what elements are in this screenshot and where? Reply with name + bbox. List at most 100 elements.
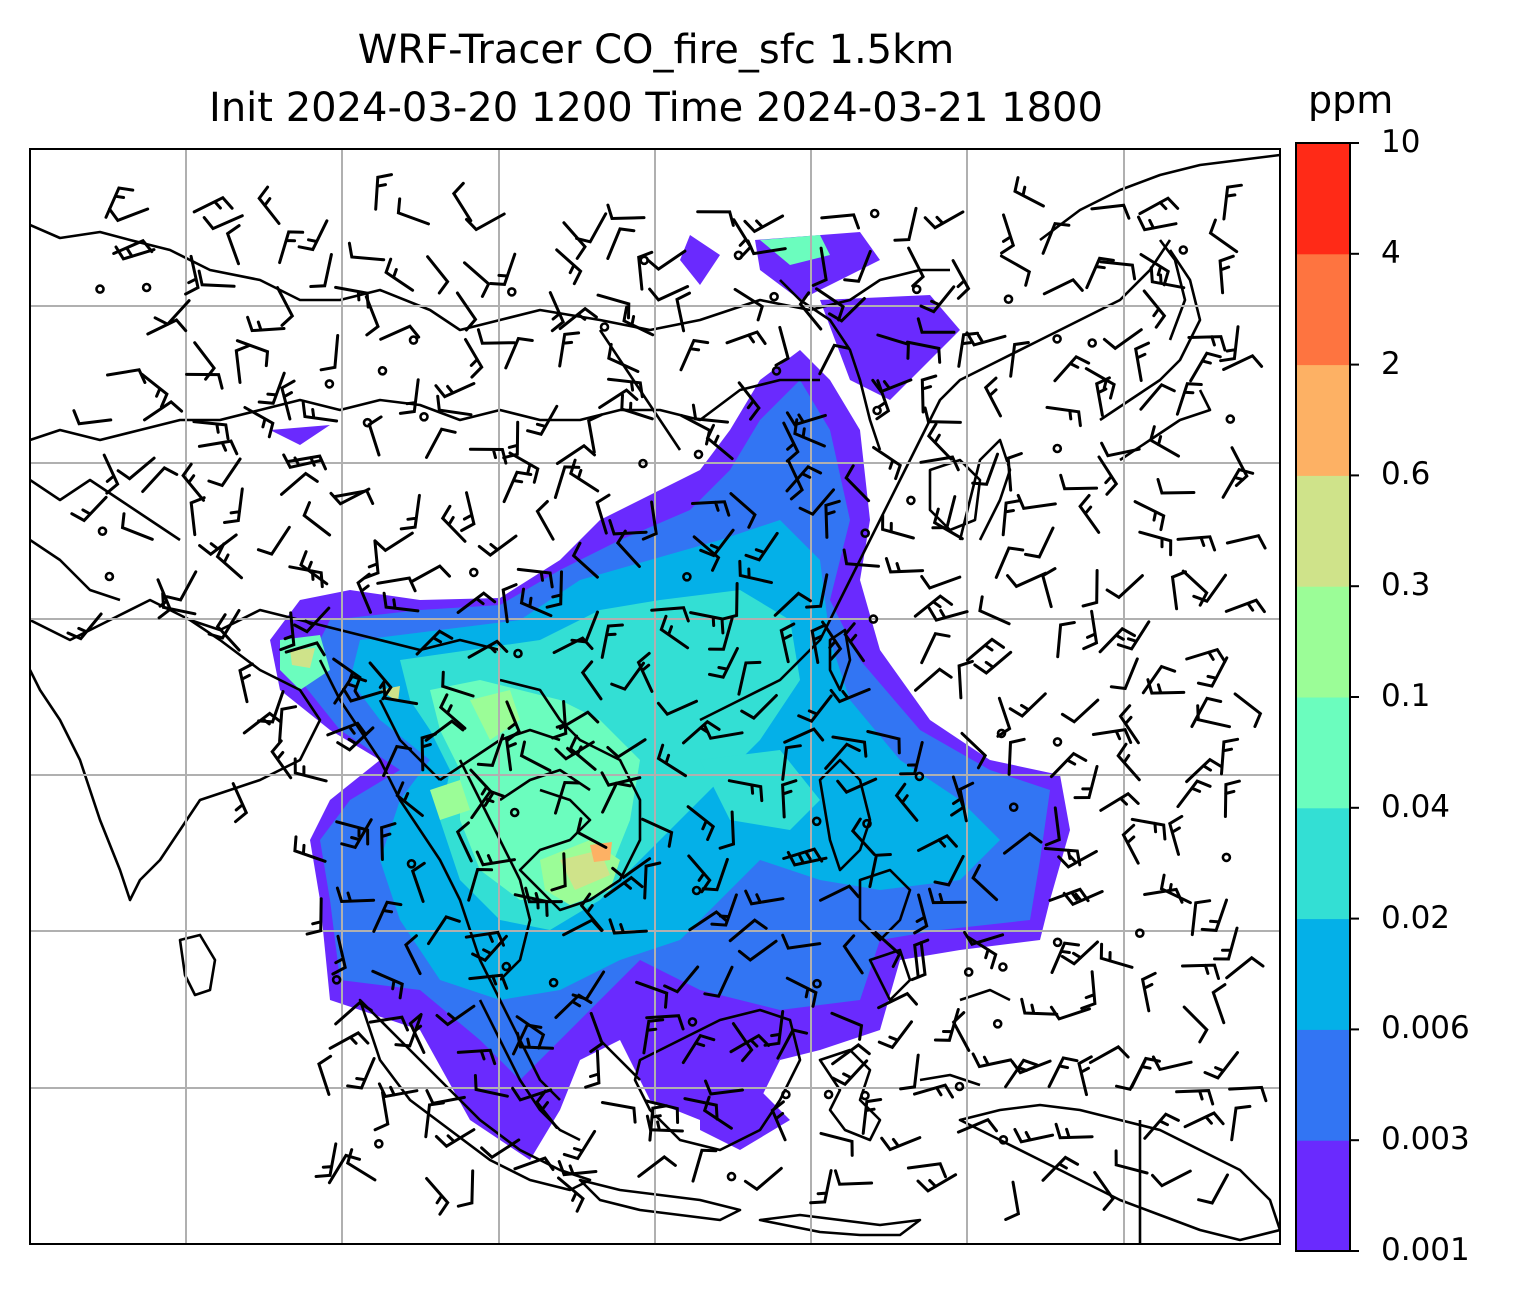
wind-barb — [1233, 692, 1263, 728]
wind-barb — [246, 315, 286, 333]
colorbar-segment — [1296, 1029, 1350, 1141]
wind-barb — [913, 938, 930, 979]
wind-barb — [1130, 1056, 1161, 1089]
wind-barb — [637, 250, 654, 291]
wind-barb — [844, 464, 871, 503]
wind-barb — [293, 757, 328, 783]
wind-barb — [504, 336, 534, 370]
wind-barb — [1041, 567, 1057, 609]
wind-barb — [776, 1028, 809, 1060]
wind-barb — [821, 620, 843, 661]
wind-barb — [656, 743, 687, 778]
wind-barb — [659, 614, 690, 650]
wind-barb-calm — [954, 1081, 965, 1092]
wind-barb-calm — [769, 291, 779, 302]
wind-barb — [1148, 425, 1180, 458]
wind-barb — [456, 1169, 475, 1208]
wind-barb-calm — [872, 405, 882, 416]
wind-barb — [371, 969, 404, 1000]
wind-barb-calm — [1052, 937, 1063, 948]
wind-barb — [636, 651, 654, 693]
wind-barb — [373, 531, 414, 553]
wind-barb-calm — [726, 1171, 737, 1182]
wind-barb — [958, 781, 975, 823]
wind-barb — [516, 567, 554, 589]
wind-barb — [727, 779, 764, 803]
wind-barb — [960, 731, 988, 770]
wind-barb — [519, 740, 552, 772]
wind-barb — [877, 1020, 913, 1050]
wind-barb — [558, 710, 600, 730]
wind-barb — [334, 1000, 373, 1026]
wind-barb — [743, 214, 785, 234]
wind-barb — [562, 221, 587, 260]
wind-barb — [809, 1169, 833, 1205]
wind-barb — [580, 660, 603, 701]
wind-barb — [426, 255, 450, 295]
wind-barb — [1006, 571, 1048, 589]
wind-barb — [476, 328, 516, 345]
wind-barb — [1105, 574, 1144, 600]
wind-barb — [1090, 203, 1131, 220]
wind-barb — [305, 897, 323, 936]
wind-barb — [395, 781, 424, 817]
wind-barb — [189, 496, 206, 537]
wind-barb — [906, 1162, 947, 1179]
wind-barb — [299, 550, 329, 586]
wind-barb — [382, 591, 420, 613]
wind-barb — [872, 446, 902, 481]
wind-barb-calm — [406, 858, 417, 869]
wind-barb — [335, 820, 370, 846]
wind-barb — [202, 214, 244, 231]
wind-barb-calm — [998, 962, 1008, 972]
wind-barb — [1175, 382, 1203, 416]
wind-barb — [923, 406, 962, 424]
wind-barb — [787, 459, 804, 501]
coastline — [578, 1178, 742, 1222]
wind-barb — [996, 696, 1012, 738]
coastline — [1158, 239, 1187, 341]
wind-barb — [1211, 983, 1227, 1025]
wind-barb-calm — [1225, 414, 1236, 424]
wind-barb — [441, 670, 475, 698]
wind-barb — [1140, 971, 1157, 1013]
wind-barb-calm — [963, 967, 974, 977]
wind-barb — [340, 818, 373, 850]
wind-barb-calm — [733, 250, 744, 261]
wind-barb — [367, 415, 383, 457]
wind-barb — [328, 1031, 370, 1050]
wind-barb — [467, 639, 509, 659]
wind-barb — [971, 452, 999, 486]
colorbar-segment — [1296, 253, 1350, 366]
wind-barb-calm — [911, 284, 922, 295]
wind-barb — [1175, 1089, 1215, 1106]
wind-barb — [868, 853, 892, 889]
wind-barb — [786, 850, 828, 867]
wind-barb — [611, 857, 652, 880]
wind-barb — [333, 674, 368, 705]
wind-barb — [702, 1095, 733, 1130]
wind-barb — [737, 381, 761, 421]
wind-barb — [143, 400, 184, 422]
wind-barb — [956, 1117, 998, 1134]
coastline — [358, 998, 592, 1192]
wind-barb — [951, 259, 971, 300]
colorbar-tick-label: 0.001 — [1381, 1232, 1470, 1268]
wind-barb — [1196, 704, 1231, 729]
wind-barb — [502, 470, 533, 504]
wind-barb — [231, 782, 249, 824]
wind-barb — [335, 886, 376, 904]
wind-barb — [1041, 221, 1071, 255]
coastline — [1099, 249, 1202, 422]
wind-barb — [1183, 1111, 1225, 1129]
wind-barb — [513, 1156, 555, 1171]
wind-barb — [1142, 289, 1167, 329]
wind-barb — [1228, 1085, 1268, 1103]
wind-barb — [524, 886, 563, 904]
coastline — [1119, 389, 1212, 462]
wind-barb — [575, 817, 608, 849]
wind-barb — [1224, 598, 1266, 614]
wind-barb — [1181, 963, 1220, 980]
wind-barb — [1138, 196, 1180, 216]
colorbar-segment — [1296, 364, 1350, 476]
